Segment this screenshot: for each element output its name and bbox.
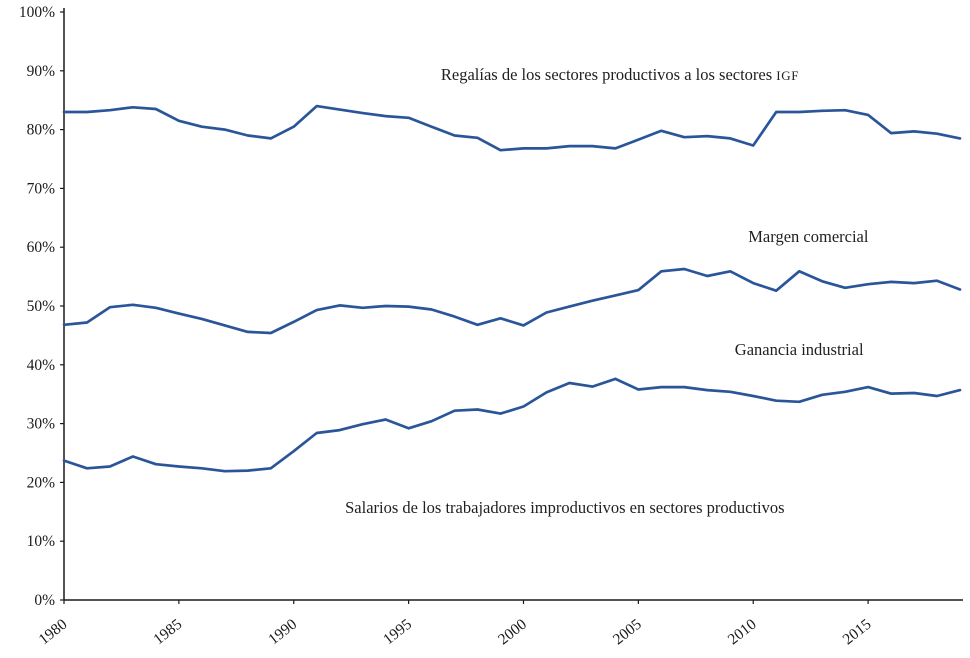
series-line-2	[62, 267, 962, 335]
y-tick-label: 50%	[27, 298, 56, 315]
y-tick-label: 80%	[27, 122, 56, 139]
x-tick-label: 2015	[840, 616, 875, 649]
series-label-regalias: Regalías de los sectores productivos a l…	[441, 65, 799, 85]
x-tick-label: 2000	[495, 616, 530, 649]
x-tick-label: 1990	[265, 616, 300, 649]
x-tick-label: 1985	[150, 616, 185, 649]
series-label-salarios-improductivos: Salarios de los trabajadores improductiv…	[345, 498, 785, 518]
x-tick-label: 1995	[380, 616, 415, 649]
x-tick-label: 1980	[36, 616, 71, 649]
annotation-suffix-igf: IGF	[776, 67, 800, 83]
y-tick-label: 0%	[34, 592, 55, 609]
y-tick-label: 20%	[27, 474, 56, 491]
y-tick-label: 30%	[27, 416, 56, 433]
series-label-ganancia-industrial: Ganancia industrial	[734, 339, 864, 359]
series-line-1	[62, 104, 962, 152]
annotation-text: Regalías de los sectores productivos a l…	[440, 64, 777, 84]
y-tick-label: 10%	[27, 533, 56, 550]
y-tick-label: 60%	[27, 239, 56, 256]
y-tick-label: 40%	[27, 357, 56, 374]
x-tick-label: 2005	[610, 616, 645, 649]
series-line-3	[62, 377, 962, 473]
series-label-margen-comercial: Margen comercial	[748, 226, 869, 246]
y-tick-label: 70%	[27, 180, 56, 197]
x-tick-label: 2010	[725, 616, 760, 649]
y-tick-label: 100%	[19, 4, 55, 21]
y-tick-label: 90%	[27, 63, 56, 80]
